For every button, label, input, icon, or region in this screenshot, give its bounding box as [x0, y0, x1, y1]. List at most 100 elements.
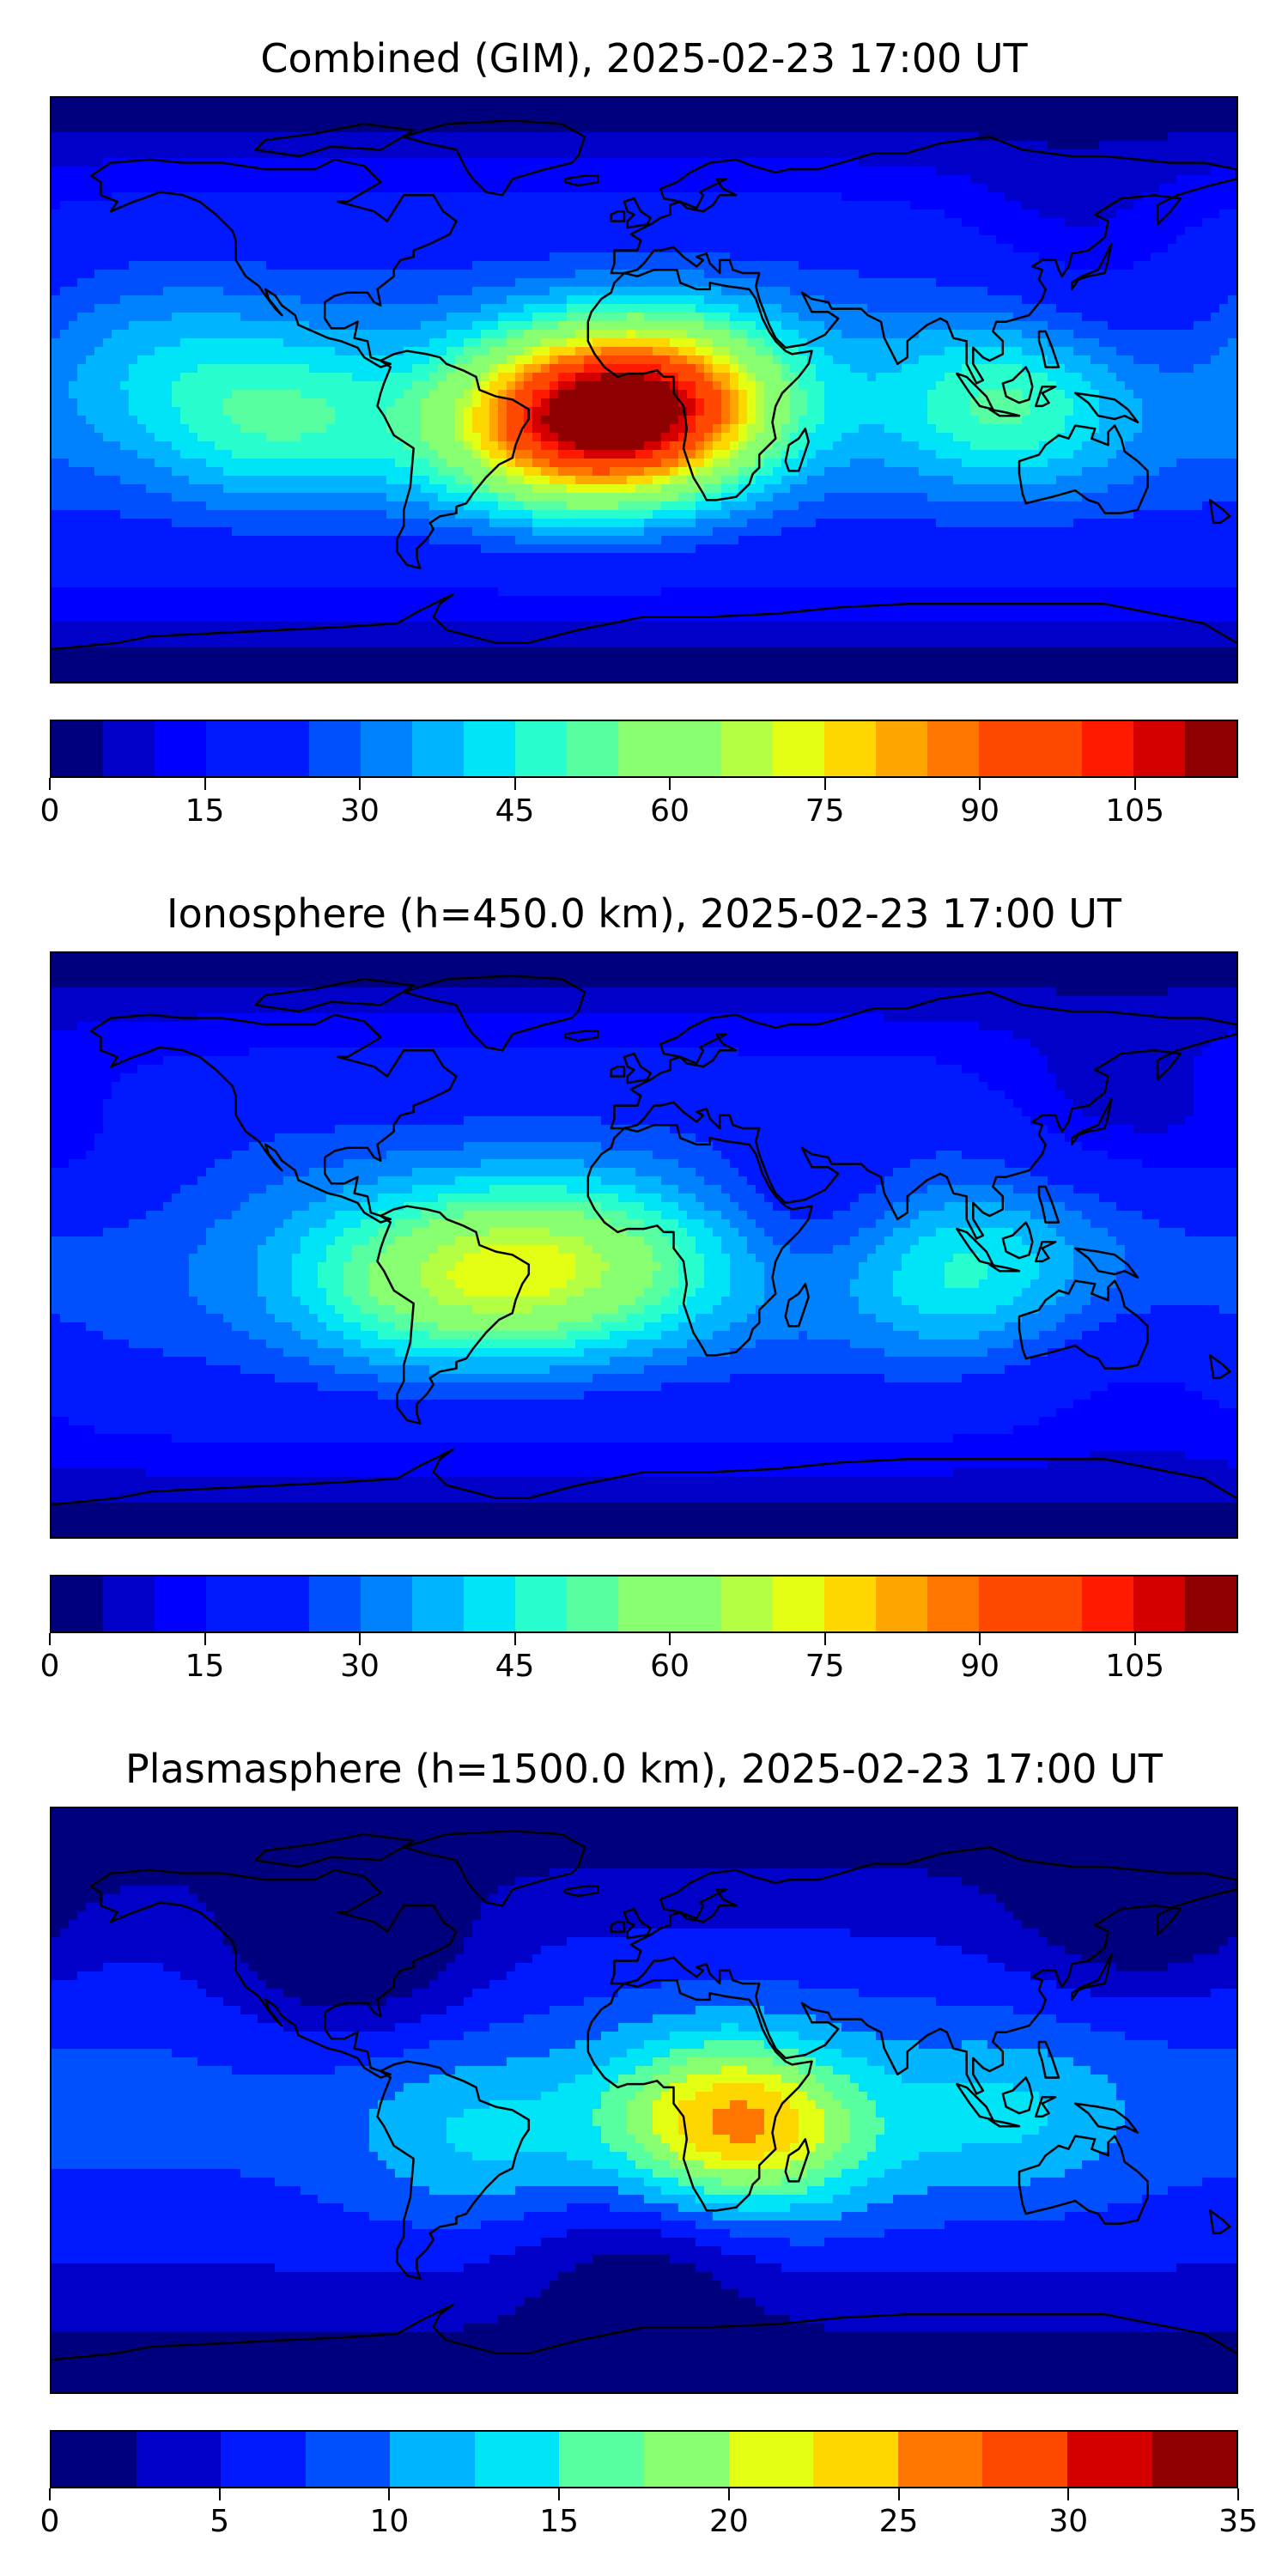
coast-africa: [586, 1978, 813, 2212]
colorbar-tick: [359, 1633, 361, 1645]
colorbar-segment: [305, 2432, 391, 2487]
colorbar-segment: [309, 721, 361, 776]
colorbar-tick: [49, 778, 51, 790]
coast-borneo: [1001, 366, 1034, 404]
colorbar-segment: [979, 1577, 1030, 1631]
colorbar-segment: [464, 1577, 515, 1631]
panel-title-plasmasphere: Plasmasphere (h=1500.0 km), 2025-02-23 1…: [0, 1745, 1288, 1793]
colorbar-tick: [823, 1633, 826, 1645]
coast-greenland: [402, 119, 586, 197]
coast-great-britain: [623, 1907, 652, 1940]
colorbar-tick: [669, 1633, 671, 1645]
colorbar-tick: [204, 1633, 206, 1645]
colorbar-tick: [669, 778, 671, 790]
colorbar-segment: [618, 721, 670, 776]
colorbar-segment: [618, 1577, 670, 1631]
colorbar-segment: [1151, 2432, 1236, 2487]
colorbar-segment: [773, 1577, 824, 1631]
coast-new-guinea: [1073, 2102, 1139, 2135]
colorbar-segment: [464, 721, 515, 776]
coast-eurasia: [610, 136, 1236, 385]
colorbar-segment: [670, 721, 721, 776]
colorbar-tick-label: 60: [650, 1649, 690, 1684]
colorbar-tick: [1133, 1633, 1136, 1645]
colorbar-segment: [897, 2432, 983, 2487]
coastlines: [52, 119, 1236, 651]
coast-new-guinea: [1073, 1247, 1139, 1279]
colorbar-tick: [513, 1633, 516, 1645]
colorbar-segment: [515, 1577, 567, 1631]
colorbar-tick: [727, 2488, 730, 2500]
coast-iceland: [563, 174, 599, 187]
colorbar-segment: [1185, 721, 1236, 776]
coast-java: [988, 2118, 1021, 2128]
map-canvas: [52, 953, 1236, 1537]
colorbar-segment: [721, 721, 773, 776]
coast-south-america: [376, 1205, 531, 1425]
colorbar-tick: [823, 778, 826, 790]
coast-philippines: [1037, 2040, 1060, 2079]
coast-great-britain: [623, 197, 652, 229]
map-plasmasphere: [50, 1807, 1238, 2394]
colorbar-ticks-combined: 0 15 30 45 60 75 90 105: [40, 778, 1238, 829]
colorbar-segment: [1082, 721, 1133, 776]
colorbar-tick: [513, 778, 516, 790]
coast-africa: [586, 1123, 813, 1357]
colorbar-tick-label: 10: [370, 2504, 410, 2539]
colorbar-segment: [474, 2432, 560, 2487]
colorbar-segment: [1133, 721, 1185, 776]
colorbar-segment: [773, 721, 824, 776]
colorbar-segment: [644, 2432, 729, 2487]
coast-north-america: [89, 1013, 458, 1224]
colorbar-segment: [258, 721, 309, 776]
colorbar-segment: [390, 2432, 475, 2487]
coast-java: [988, 408, 1021, 417]
panel-title-ionosphere: Ionosphere (h=450.0 km), 2025-02-23 17:0…: [0, 890, 1288, 938]
colorbar-tick: [388, 2488, 391, 2500]
colorbar-segment: [813, 2432, 898, 2487]
colorbar-tick-label: 15: [185, 1649, 225, 1684]
coast-antarctica-edge: [52, 2303, 1236, 2361]
colorbar-ticks-plasmasphere: 0 5 10 15 20 25 30 35: [40, 2488, 1258, 2539]
colorbar-tick-label: 45: [495, 793, 535, 829]
coast-borneo: [1001, 1221, 1034, 1260]
coast-ireland: [610, 210, 626, 222]
colorbar-tick-label: 0: [40, 2504, 60, 2539]
coast-sulawesi: [1034, 1240, 1057, 1263]
colorbar-tick: [979, 778, 981, 790]
colorbar-tick: [897, 2488, 900, 2500]
colorbar-tick-label: 0: [40, 1649, 60, 1684]
coast-south-america: [376, 349, 531, 570]
coast-ireland: [610, 1065, 626, 1078]
coast-arctic-islands: [254, 122, 415, 158]
colorbar-segment: [258, 1577, 309, 1631]
colorbar-tick: [1133, 778, 1136, 790]
coast-new-guinea: [1073, 392, 1139, 424]
colorbar-segment: [103, 1577, 155, 1631]
colorbar-segment: [206, 721, 258, 776]
coast-south-america: [376, 2060, 531, 2281]
colorbar-tick-label: 30: [1048, 2504, 1088, 2539]
colorbar-segment: [515, 721, 567, 776]
coast-greenland: [402, 1830, 586, 1907]
coast-japan: [1071, 1953, 1113, 2002]
panel-title-combined: Combined (GIM), 2025-02-23 17:00 UT: [0, 34, 1288, 82]
coast-new-zealand: [1209, 499, 1231, 525]
colorbar-tick-label: 90: [960, 1649, 999, 1684]
coast-madagascar: [784, 428, 810, 472]
map-combined: [50, 96, 1238, 683]
coast-ireland: [610, 1920, 626, 1933]
colorbar-tick-label: 30: [340, 1649, 380, 1684]
colorbar-segment: [559, 2432, 645, 2487]
colorbar-tick-label: 5: [210, 2504, 229, 2539]
coast-iceland: [563, 1030, 599, 1042]
colorbar-segment: [824, 721, 876, 776]
coast-sulawesi: [1034, 385, 1057, 408]
coast-antarctica-edge: [52, 1448, 1236, 1506]
coast-eurasia: [610, 991, 1236, 1240]
colorbar-tick-label: 35: [1218, 2504, 1258, 2539]
colorbar-plasmasphere: [50, 2430, 1238, 2488]
coast-borneo: [1001, 2076, 1034, 2115]
colorbar-segment: [1030, 721, 1082, 776]
colorbar-ionosphere: [50, 1575, 1238, 1633]
